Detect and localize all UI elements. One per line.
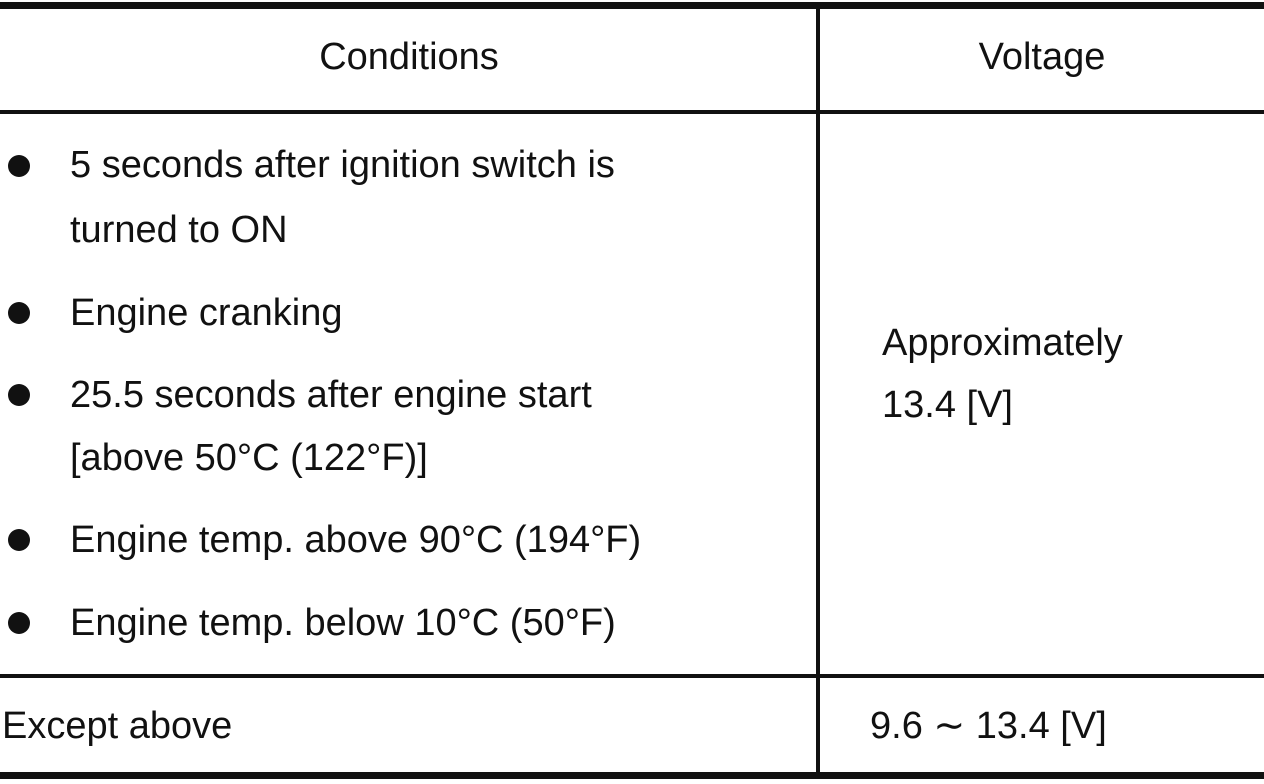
condition-line: Except above xyxy=(2,705,233,747)
bullet xyxy=(8,155,30,177)
column-rule xyxy=(816,2,820,779)
condition-line: Engine temp. below 10°C (50°F) xyxy=(70,602,616,644)
condition-line: Engine temp. above 90°C (194°F) xyxy=(70,519,642,561)
header-rule xyxy=(0,110,1264,114)
bullet xyxy=(8,302,30,324)
voltage-line: 9.6 ∼ 13.4 [V] xyxy=(870,705,1107,747)
bullet xyxy=(8,384,30,406)
bullet xyxy=(8,612,30,634)
voltage-line: 13.4 [V] xyxy=(882,384,1013,426)
header-cell: Conditions xyxy=(319,36,499,78)
top-rule xyxy=(0,2,1264,9)
condition-line: [above 50°C (122°F)] xyxy=(70,437,428,479)
condition-line: turned to ON xyxy=(70,209,288,251)
condition-line: 25.5 seconds after engine start xyxy=(70,374,592,416)
condition-line: Engine cranking xyxy=(70,292,343,334)
bullet xyxy=(8,529,30,551)
row-rule xyxy=(0,674,1264,678)
bottom-rule xyxy=(0,772,1264,779)
voltage-line: Approximately xyxy=(882,322,1123,364)
header-cell: Voltage xyxy=(978,36,1106,78)
condition-line: 5 seconds after ignition switch is xyxy=(70,144,615,186)
